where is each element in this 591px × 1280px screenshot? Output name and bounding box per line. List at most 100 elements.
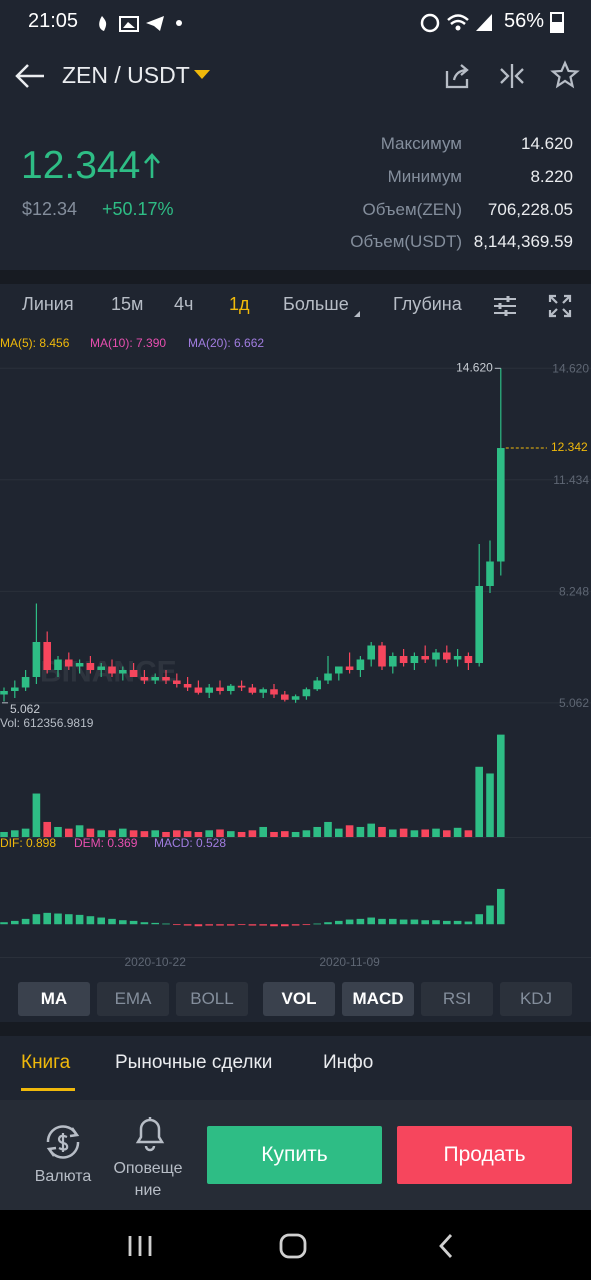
interval-tab[interactable]: Больше	[283, 294, 349, 314]
candle-body	[108, 666, 116, 674]
nav-back-button[interactable]	[436, 1232, 456, 1260]
volume-bar	[75, 825, 84, 837]
volume-bar	[97, 830, 105, 837]
indicator-button[interactable]: EMA	[97, 982, 169, 1016]
indicator-button[interactable]: MACD	[342, 982, 414, 1016]
legend-item: MA(5): 8.456	[0, 336, 70, 350]
candle-body	[216, 687, 224, 691]
candle-body	[313, 680, 321, 690]
currency-icon[interactable]	[40, 1122, 86, 1162]
indicator-button[interactable]: RSI	[421, 982, 493, 1016]
volume-bar	[302, 830, 311, 837]
macd-bar	[421, 920, 429, 925]
indicator-button[interactable]: BOLL	[176, 982, 248, 1016]
status-bar: 21:05 56%	[0, 0, 591, 44]
favorite-button[interactable]	[550, 60, 580, 90]
macd-bar	[11, 920, 19, 925]
compare-button[interactable]	[498, 62, 526, 90]
fullscreen-button[interactable]	[548, 294, 572, 318]
volume-bar	[183, 831, 192, 837]
candle-body	[464, 656, 473, 663]
interval-tab[interactable]: 4ч	[174, 294, 194, 314]
pair-name[interactable]: ZEN / USDT	[62, 62, 190, 88]
alerts-label[interactable]: Оповещение	[113, 1160, 183, 1199]
volume-bar	[65, 828, 73, 837]
stat-label: Максимум	[380, 134, 462, 153]
macd-bar	[399, 919, 408, 925]
buy-button[interactable]: Купить	[207, 1126, 382, 1184]
sell-button[interactable]: Продать	[397, 1126, 572, 1184]
volume-bar	[194, 831, 203, 837]
interval-tab[interactable]: Глубина	[393, 294, 462, 314]
macd-bar	[453, 920, 462, 925]
macd-bar	[378, 918, 386, 925]
recents-button[interactable]	[126, 1234, 154, 1258]
candle-body	[259, 689, 267, 693]
candle-body	[54, 659, 62, 670]
x-tick-label: 2020-10-22	[125, 955, 187, 969]
candle-body	[324, 673, 332, 681]
macd-bar	[129, 920, 138, 925]
last-price: 12.344	[21, 144, 141, 187]
low-marker: 5.062	[10, 702, 40, 716]
stat-value: 14.620	[521, 134, 573, 153]
macd-bar	[410, 919, 419, 925]
pair-dropdown[interactable]	[193, 69, 211, 81]
volume-bar	[281, 831, 289, 837]
interval-tab[interactable]: Линия	[22, 294, 74, 314]
volume-bar	[356, 826, 365, 837]
candle-body	[291, 696, 300, 700]
book-tab[interactable]: Рыночные сделки	[115, 1052, 273, 1073]
book-tab[interactable]: Книга	[21, 1052, 71, 1073]
stat-label: Объем(ZEN)	[362, 200, 463, 219]
macd-bar	[324, 922, 332, 925]
volume-bar	[151, 830, 159, 837]
candle-body	[97, 666, 105, 670]
settings-button[interactable]	[492, 294, 518, 318]
volume-bar	[108, 830, 116, 837]
interval-tab[interactable]: 1д	[229, 294, 250, 314]
candle-body	[205, 687, 213, 693]
currency-label[interactable]: Валюта	[34, 1168, 92, 1185]
up-arrow	[144, 153, 160, 178]
book-tab[interactable]: Инфо	[323, 1052, 374, 1073]
home-button[interactable]	[278, 1232, 308, 1260]
candle-body	[194, 687, 203, 693]
macd-bar	[497, 888, 505, 925]
candle-body	[389, 656, 397, 667]
volume-bar	[11, 830, 19, 837]
macd-bar	[302, 924, 311, 926]
battery-level: 56%	[504, 10, 545, 32]
candle-body	[432, 652, 440, 660]
interval-tab[interactable]: 15м	[111, 294, 144, 314]
volume-bar	[248, 830, 257, 837]
volume-bar	[140, 831, 149, 837]
indicator-button[interactable]: VOL	[263, 982, 335, 1016]
candle-body	[475, 586, 483, 663]
legend-item: MA(20): 6.662	[188, 336, 264, 350]
macd-bar	[162, 923, 170, 925]
candle-body	[227, 685, 235, 691]
indicator-button[interactable]: MA	[18, 982, 90, 1016]
macd-bar	[432, 920, 440, 925]
macd-bar	[140, 922, 149, 925]
indicator-button[interactable]: KDJ	[500, 982, 572, 1016]
notification-icons	[99, 16, 182, 32]
macd-bar	[270, 924, 278, 927]
macd-bar	[367, 917, 375, 925]
candle-body	[140, 677, 149, 681]
volume-label: Vol: 612356.9819	[0, 716, 94, 730]
price-usd: $12.34	[22, 199, 78, 219]
back-button[interactable]	[14, 62, 46, 90]
alerts-icon[interactable]	[132, 1112, 168, 1152]
navigation-bar	[0, 1210, 591, 1280]
macd-bar	[54, 913, 62, 925]
separator	[0, 1022, 591, 1036]
stat-value: 706,228.05	[487, 200, 573, 219]
share-button[interactable]	[444, 62, 472, 90]
candle-body	[129, 670, 138, 677]
macd-bar	[227, 924, 235, 926]
y-tick-label: 11.434	[553, 473, 589, 487]
macd-bar	[86, 916, 95, 925]
volume-bar	[399, 828, 408, 837]
